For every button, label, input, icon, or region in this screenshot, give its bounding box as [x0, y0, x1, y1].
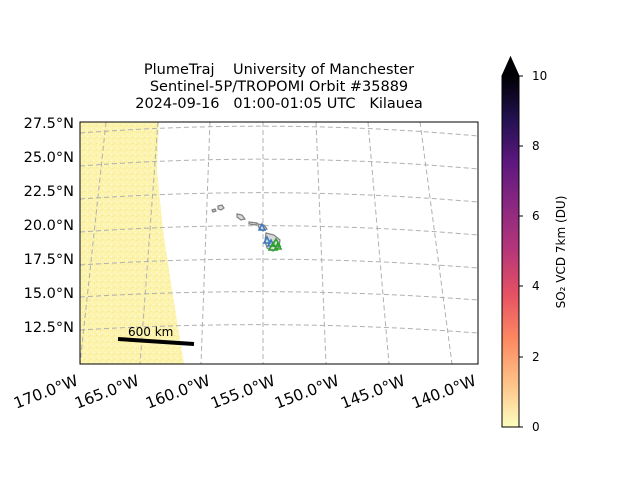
satellite-swath — [80, 122, 184, 364]
colorbar-tick-label: 4 — [532, 279, 540, 293]
green-triangle-markers — [267, 237, 283, 251]
parallel-gridlines — [80, 125, 478, 334]
colorbar-tick-label: 2 — [532, 350, 540, 364]
map-frame — [79, 121, 479, 365]
lat-label: 22.5°N — [23, 184, 74, 200]
colorbar-tick-label: 10 — [532, 69, 548, 83]
scale-bar-label: 600 km — [128, 325, 174, 339]
title-line-3: 2024-09-16 01:00-01:05 UTC Kilauea — [135, 96, 423, 112]
title-line-1: PlumeTraj University of Manchester — [143, 62, 415, 78]
colorbar-extend-arrow — [502, 57, 519, 76]
lat-label: 27.5°N — [23, 116, 74, 132]
colorbar-gradient — [502, 76, 519, 427]
colorbar — [501, 55, 523, 428]
lat-label: 20.0°N — [23, 218, 74, 234]
lat-label: 12.5°N — [23, 320, 74, 336]
map-panel — [80, 122, 478, 364]
title-line-2: Sentinel-5P/TROPOMI Orbit #35889 — [149, 79, 409, 95]
meridian-gridlines — [80, 122, 453, 364]
colorbar-title: SO₂ VCD 7km (DU) — [554, 195, 568, 309]
lat-label: 15.0°N — [23, 286, 74, 302]
island-molokai — [248, 221, 258, 226]
lat-label: 17.5°N — [23, 252, 74, 268]
scale-bar — [117, 337, 195, 346]
colorbar-tick-label: 6 — [532, 209, 540, 223]
island-oahu — [236, 213, 247, 221]
island-kauai — [217, 204, 225, 211]
island-niihau — [211, 208, 217, 213]
colorbar-tick-label: 8 — [532, 139, 540, 153]
lat-label: 25.0°N — [23, 150, 74, 166]
colorbar-tick-label: 0 — [532, 420, 540, 434]
